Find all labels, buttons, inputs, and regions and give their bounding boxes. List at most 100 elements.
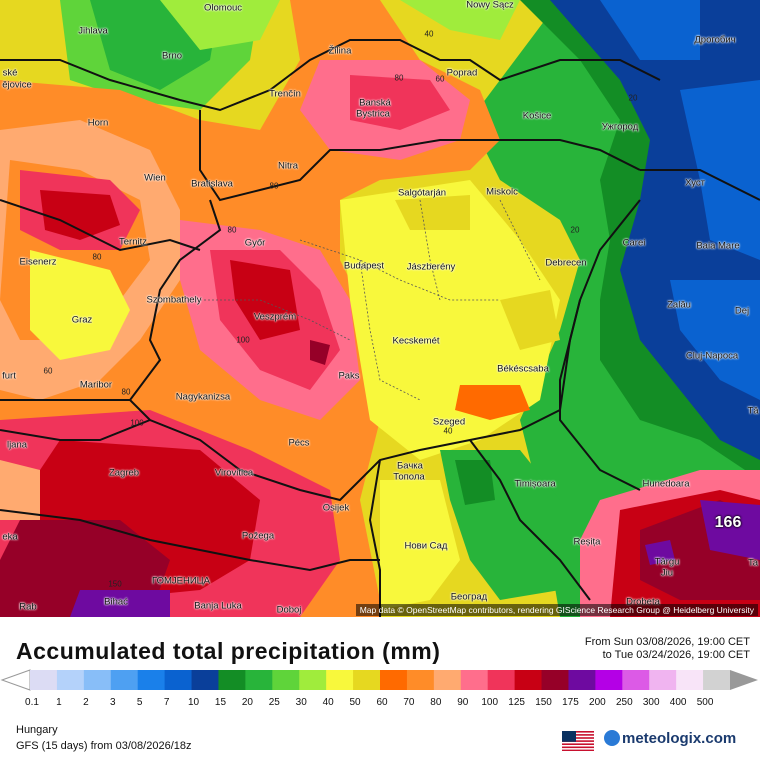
city-label: Ta xyxy=(747,557,759,569)
scale-swatch xyxy=(326,670,354,690)
city-label: Zalău xyxy=(667,299,691,311)
scale-tick-label: 175 xyxy=(562,697,579,708)
scale-swatch xyxy=(487,670,516,690)
city-label: Jiu xyxy=(660,567,674,579)
contour-label: 100 xyxy=(236,335,250,345)
contour-label: 80 xyxy=(121,387,131,397)
scale-swatch xyxy=(622,670,650,690)
city-label: Бачка xyxy=(397,460,423,472)
city-label: Trenčín xyxy=(269,88,301,100)
contour-label: 150 xyxy=(108,579,122,589)
time-period: From Sun 03/08/2026, 19:00 CET to Tue 03… xyxy=(585,636,750,662)
contour-label: 20 xyxy=(570,225,580,235)
contour-label: 80 xyxy=(269,181,279,191)
city-label: ljana xyxy=(6,439,28,451)
scale-swatch xyxy=(191,670,219,690)
city-label: Paks xyxy=(338,370,360,382)
city-label: Nowy Sącz xyxy=(466,0,514,11)
scale-tick-label: 400 xyxy=(669,697,687,708)
scale-swatch xyxy=(164,670,193,690)
scale-tick-label: 90 xyxy=(457,697,469,708)
city-label: Jászberény xyxy=(406,261,456,273)
scale-swatch xyxy=(433,670,462,690)
contour-label: 60 xyxy=(43,366,53,376)
city-label: Kecskemét xyxy=(392,335,440,347)
city-label: Miskolc xyxy=(486,186,518,198)
city-label: Jihlava xyxy=(78,25,108,37)
scale-swatch xyxy=(299,670,327,690)
city-label: Ternitz xyxy=(119,236,147,248)
contour-label: 40 xyxy=(443,426,453,436)
scale-tick-label: 60 xyxy=(376,697,388,708)
scale-tick-label: 200 xyxy=(589,697,606,708)
scale-swatch xyxy=(218,670,246,690)
city-label: Bihać xyxy=(104,596,128,608)
scale-max-arrow xyxy=(730,670,758,690)
scale-tick-label: 70 xyxy=(403,697,415,708)
us-flag-icon[interactable] xyxy=(562,731,594,751)
color-scale-bar xyxy=(0,669,758,691)
city-label: Salgótarján xyxy=(397,187,447,199)
scale-swatch xyxy=(541,670,569,690)
scale-swatch xyxy=(568,670,596,690)
city-label: Ужгород xyxy=(601,121,639,133)
city-label: furt xyxy=(2,370,16,382)
scale-swatch xyxy=(649,670,677,690)
city-label: ějovice xyxy=(2,79,32,91)
city-label: Graz xyxy=(71,314,93,326)
city-label: ГОМЈЕНИЦА xyxy=(151,575,211,587)
scale-tick-label: 20 xyxy=(241,697,253,708)
chart-title: Accumulated total precipitation (mm) xyxy=(16,638,441,664)
city-label: Olomouc xyxy=(203,2,243,14)
precipitation-map[interactable]: Olomouc Nowy Sącz Дрогобич Jihlava Brno Žilin… xyxy=(0,0,760,617)
city-label: Zagreb xyxy=(108,467,140,479)
scale-swatch xyxy=(380,670,408,690)
scale-tick-label: 50 xyxy=(349,697,361,708)
scale-swatch xyxy=(137,670,166,690)
city-label: Banská xyxy=(359,97,391,109)
city-label: Hunedoara xyxy=(642,478,690,490)
scale-swatch xyxy=(514,670,543,690)
city-label: Dej xyxy=(734,305,750,317)
scale-swatch xyxy=(353,670,381,690)
region-name: Hungary xyxy=(16,724,58,736)
contour-label: 80 xyxy=(227,225,237,235)
scale-swatch xyxy=(595,670,623,690)
contour-label: 80 xyxy=(394,73,404,83)
scale-swatch xyxy=(406,670,435,690)
period-to: to Tue 03/24/2026, 19:00 CET xyxy=(602,649,750,661)
scale-tick-label: 1 xyxy=(56,697,62,708)
city-label: Baia Mare xyxy=(696,240,740,252)
city-label: Banja Luka xyxy=(194,600,242,612)
scale-tick-label: 40 xyxy=(322,697,334,708)
scale-tick-label: 500 xyxy=(696,697,714,708)
map-attribution[interactable]: Map data © OpenStreetMap contributors, r… xyxy=(355,604,758,616)
city-label: Brno xyxy=(161,50,183,62)
scale-tick-label: 300 xyxy=(642,697,660,708)
scale-tick-label: 80 xyxy=(430,697,442,708)
city-label: Eisenerz xyxy=(19,256,57,268)
contour-label: 40 xyxy=(424,29,434,39)
scale-swatch xyxy=(56,670,85,690)
peak-value-label: 166 xyxy=(714,514,742,531)
map-canvas xyxy=(0,0,760,617)
brand-logo-icon xyxy=(604,730,620,746)
city-label: Târgu xyxy=(654,556,680,568)
scale-tick-label: 10 xyxy=(187,697,200,708)
city-label: Debrecen xyxy=(545,257,587,269)
city-label: Carei xyxy=(622,237,646,249)
city-label: Nitra xyxy=(277,160,299,172)
scale-tick-label: 100 xyxy=(481,697,499,708)
period-from: From Sun 03/08/2026, 19:00 CET xyxy=(584,636,750,648)
city-label: Београд xyxy=(450,591,488,603)
brand-logo[interactable]: meteologix.com xyxy=(604,730,736,747)
city-label: Drobeta xyxy=(626,596,660,608)
scale-min-arrow xyxy=(0,669,31,691)
city-label: Virovitica xyxy=(214,467,254,479)
scale-tick-label: 0.1 xyxy=(25,697,39,708)
scale-swatch xyxy=(676,670,704,690)
city-label: Požega xyxy=(241,530,275,542)
city-label: Osijek xyxy=(322,502,350,514)
scale-tick-label: 30 xyxy=(295,697,307,708)
city-label: Győr xyxy=(244,237,266,249)
